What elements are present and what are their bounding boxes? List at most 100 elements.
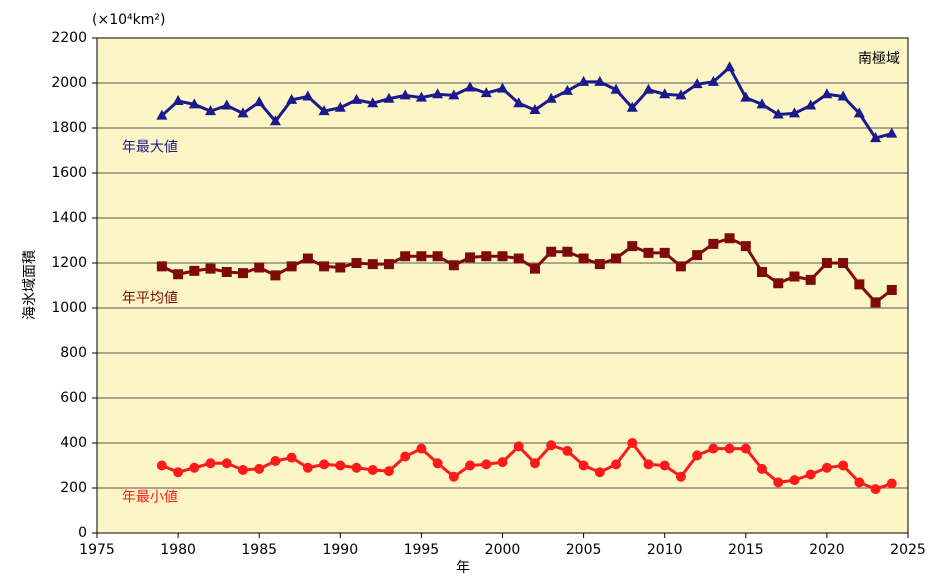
square-marker	[497, 251, 508, 262]
triangle-marker	[351, 93, 363, 104]
square-marker	[854, 279, 865, 290]
square-marker	[708, 238, 719, 249]
triangle-marker	[172, 95, 184, 105]
square-marker	[205, 263, 216, 274]
square-marker	[221, 267, 232, 277]
circle-marker	[367, 465, 378, 475]
triangle-marker	[626, 101, 638, 112]
y-tick-label: 2200	[51, 30, 87, 46]
triangle-marker	[334, 101, 346, 112]
triangle-marker	[724, 61, 736, 72]
square-marker	[675, 261, 686, 272]
x-tick-label: 2010	[647, 542, 683, 558]
square-marker	[270, 270, 281, 281]
circle-marker	[156, 460, 167, 471]
square-marker	[189, 265, 200, 276]
square-marker	[367, 259, 378, 270]
series-label: 年最小値	[122, 490, 178, 506]
region-label: 南極域	[858, 51, 900, 67]
circle-marker	[335, 460, 346, 471]
square-marker	[432, 251, 443, 262]
series-line	[161, 440, 893, 491]
triangle-marker	[205, 105, 217, 116]
triangle-marker	[253, 96, 265, 107]
series-line	[161, 236, 893, 305]
circle-marker	[286, 452, 297, 463]
circle-marker	[757, 463, 768, 474]
square-marker	[400, 251, 411, 262]
plot-border	[96, 37, 909, 534]
circle-marker	[432, 458, 443, 469]
triangle-marker	[691, 78, 703, 89]
triangle-marker	[513, 97, 525, 108]
circle-marker	[465, 460, 476, 471]
triangle-marker	[237, 107, 249, 118]
square-marker	[383, 259, 394, 270]
circle-marker	[481, 459, 492, 470]
circle-marker	[546, 440, 557, 451]
square-marker	[302, 253, 313, 264]
circle-marker	[627, 438, 638, 448]
square-marker	[740, 241, 751, 252]
triangle-marker	[545, 92, 557, 103]
circle-marker	[383, 466, 394, 477]
triangle-marker	[399, 89, 411, 100]
triangle-marker	[772, 108, 784, 119]
triangle-marker	[156, 109, 168, 120]
x-tick-label: 1990	[322, 542, 358, 558]
circle-marker	[254, 463, 265, 474]
circle-marker	[854, 477, 865, 488]
circle-marker	[189, 462, 200, 473]
triangle-marker	[594, 75, 606, 86]
square-marker	[692, 250, 703, 261]
x-tick-label: 2025	[890, 542, 926, 558]
circle-marker	[351, 462, 362, 473]
x-tick-label: 1985	[241, 542, 277, 558]
triangle-marker	[221, 99, 233, 110]
x-tick-label: 2000	[485, 542, 521, 558]
circle-marker	[773, 477, 784, 488]
circle-marker	[708, 443, 719, 454]
circle-marker	[805, 469, 816, 480]
square-marker	[513, 253, 524, 264]
square-marker	[416, 251, 427, 262]
square-marker	[465, 252, 476, 263]
triangle-marker	[448, 89, 460, 100]
circle-marker	[513, 441, 524, 452]
square-marker	[611, 253, 622, 264]
x-tick-label: 1980	[160, 542, 196, 558]
triangle-marker	[561, 84, 573, 95]
y-tick-label: 400	[60, 435, 87, 451]
square-marker	[594, 259, 605, 270]
circle-marker	[659, 460, 670, 471]
circle-marker	[221, 458, 232, 469]
circle-marker	[416, 443, 427, 454]
square-marker	[724, 233, 735, 244]
triangle-marker	[383, 92, 395, 103]
triangle-marker	[853, 107, 865, 118]
circle-marker	[497, 457, 508, 468]
triangle-marker	[318, 105, 330, 116]
series-label: 年平均値	[122, 290, 178, 306]
circle-marker	[173, 467, 184, 478]
x-tick-label: 2020	[809, 542, 845, 558]
square-marker	[319, 261, 330, 272]
circle-marker	[302, 462, 313, 473]
y-tick-label: 1200	[51, 255, 87, 271]
triangle-marker	[675, 89, 687, 100]
circle-marker	[400, 451, 411, 462]
square-marker	[335, 262, 346, 273]
circle-marker	[578, 460, 589, 471]
square-marker	[627, 241, 638, 252]
square-marker	[757, 267, 768, 277]
circle-marker	[237, 465, 248, 475]
square-marker	[173, 269, 184, 280]
triangle-marker	[432, 88, 444, 99]
x-axis-label: 年	[456, 560, 470, 576]
x-tick-label: 2015	[728, 542, 764, 558]
square-marker	[529, 263, 540, 274]
triangle-marker	[497, 82, 508, 93]
triangle-marker	[740, 91, 752, 102]
square-marker	[886, 285, 897, 295]
unit-label: (×10⁴km²)	[92, 12, 165, 28]
